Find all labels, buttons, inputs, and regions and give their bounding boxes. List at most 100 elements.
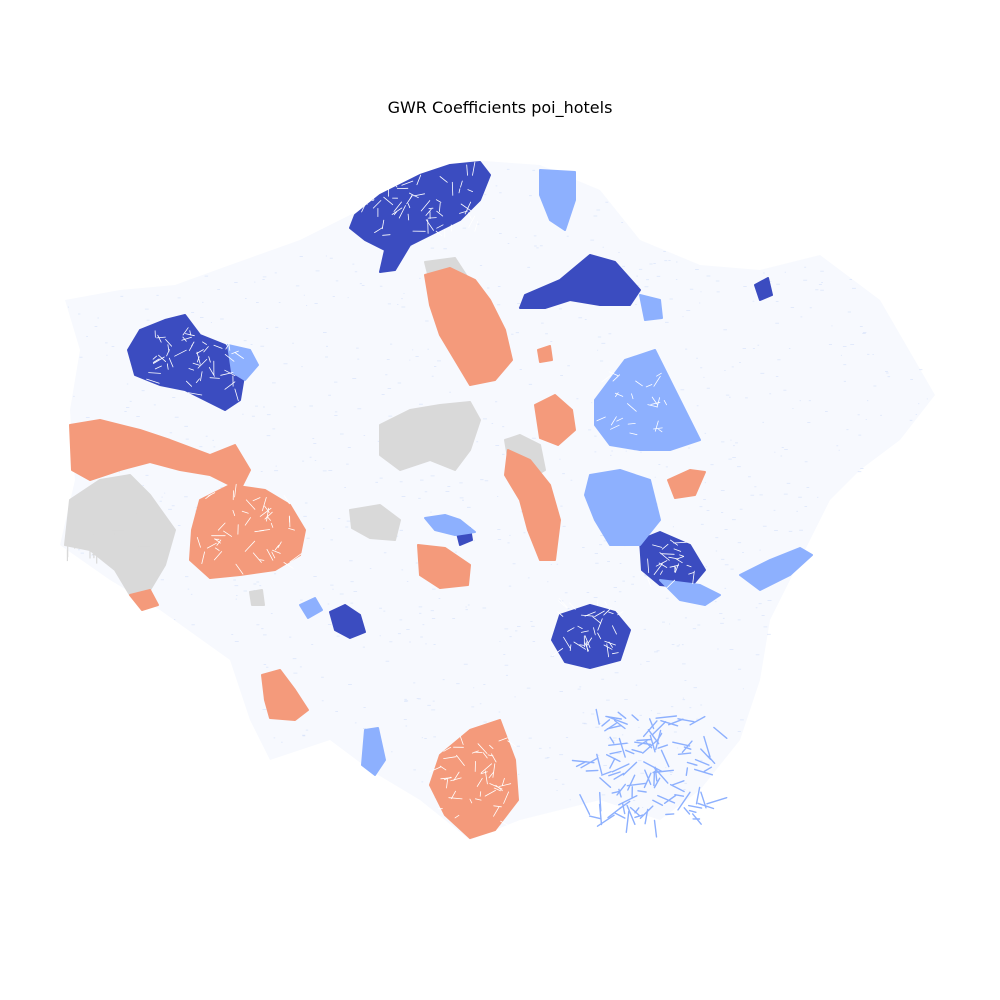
street-line: [498, 737, 508, 742]
network-segment: [314, 303, 318, 304]
network-segment: [502, 453, 505, 455]
network-segment: [250, 344, 253, 345]
network-segment: [387, 303, 391, 305]
street-line: [569, 644, 572, 651]
street-line-southeast: [609, 750, 622, 755]
street-line: [507, 740, 516, 747]
network-segment: [539, 245, 543, 247]
street-line: [271, 551, 276, 559]
network-segment: [456, 683, 460, 685]
network-segment: [427, 704, 431, 706]
network-segment: [146, 319, 150, 321]
network-segment: [231, 634, 234, 635]
network-segment: [256, 624, 260, 626]
network-segment: [322, 470, 327, 472]
street-line: [152, 356, 165, 364]
street-line-southeast: [683, 746, 692, 750]
network-segment: [266, 328, 269, 329]
street-line-southeast: [681, 740, 693, 753]
street-line: [673, 541, 688, 544]
network-segment: [484, 480, 489, 482]
network-segment: [564, 592, 568, 594]
network-segment: [499, 641, 501, 642]
network-segment: [512, 563, 516, 565]
network-segment: [919, 369, 923, 371]
street-line: [195, 378, 200, 384]
network-segment: [624, 699, 628, 700]
street-line-southeast: [588, 815, 602, 820]
street-line: [439, 176, 448, 183]
network-segment: [646, 279, 649, 281]
street-line-southeast: [695, 786, 701, 805]
network-segment: [582, 712, 585, 714]
network-segment: [731, 366, 734, 368]
network-segment: [804, 266, 807, 268]
network-segment: [419, 403, 423, 405]
cluster-east-light-2-negative: [584, 469, 661, 546]
cluster-nw-light-negative: [227, 344, 259, 381]
network-segment: [775, 376, 779, 377]
network-segment: [213, 446, 216, 448]
network-segment: [562, 525, 566, 527]
street-line: [361, 199, 368, 213]
street-line-southeast: [616, 783, 626, 796]
network-segment: [565, 737, 569, 738]
network-segment: [910, 379, 913, 380]
street-line-southeast: [660, 720, 679, 727]
network-segment: [828, 344, 832, 345]
network-segment: [887, 376, 891, 378]
street-line-southeast: [614, 812, 626, 819]
street-line-southeast: [604, 722, 617, 732]
network-segment: [732, 457, 736, 458]
street-line: [407, 213, 410, 221]
street-line-southeast: [608, 771, 621, 777]
street-line-southeast: [655, 729, 662, 751]
network-segment: [550, 564, 552, 565]
network-segment: [706, 275, 711, 277]
network-segment: [703, 499, 706, 500]
network-segment: [383, 552, 387, 554]
network-segment: [379, 607, 382, 609]
network-segment: [420, 636, 423, 638]
network-segment: [800, 316, 803, 318]
network-segment: [566, 235, 569, 237]
network-segment: [638, 268, 643, 270]
network-segment: [582, 722, 586, 724]
street-line-southeast: [601, 719, 611, 727]
street-line: [196, 351, 201, 365]
network-segment: [311, 644, 314, 645]
street-line: [182, 327, 189, 336]
street-line: [429, 766, 442, 773]
network-segment: [67, 306, 69, 308]
network-segment: [676, 261, 678, 263]
network-segment: [669, 623, 671, 625]
network-segment: [640, 663, 642, 665]
network-segment: [584, 319, 587, 320]
network-segment: [541, 322, 544, 324]
street-line: [440, 777, 452, 780]
street-line: [174, 349, 187, 357]
network-segment: [78, 313, 81, 315]
network-segment: [582, 547, 585, 548]
street-line-southeast: [655, 715, 678, 719]
network-segment: [696, 405, 699, 407]
network-segment: [254, 281, 256, 283]
network-segment: [739, 362, 741, 363]
street-line: [584, 635, 591, 649]
network-segment: [603, 765, 607, 766]
network-segment: [390, 343, 393, 345]
network-segment: [700, 291, 702, 293]
network-segment: [379, 285, 383, 287]
network-segment: [301, 366, 303, 368]
network-segment: [302, 734, 306, 736]
street-line: [157, 334, 162, 343]
street-line: [653, 375, 661, 387]
network-segment: [185, 438, 189, 440]
network-segment: [388, 415, 393, 417]
network-segment: [745, 397, 748, 399]
street-line: [579, 644, 585, 646]
network-segment: [852, 287, 856, 289]
network-segment: [164, 492, 166, 494]
network-segment: [658, 464, 661, 465]
network-segment: [752, 348, 755, 349]
